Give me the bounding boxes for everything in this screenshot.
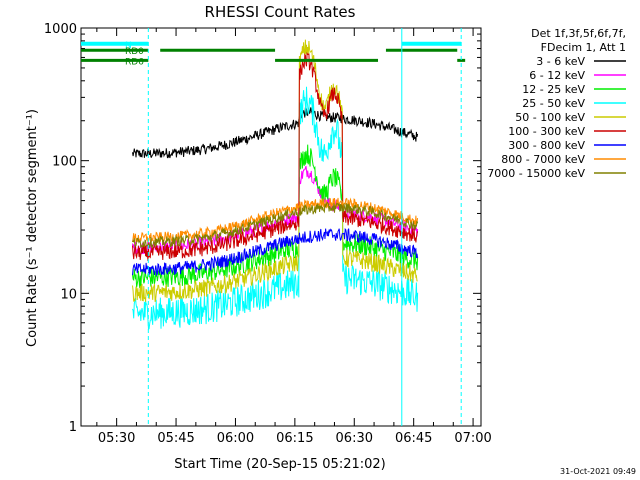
x-tick-label: 06:30 [336,431,373,446]
legend-entry: 7000 - 15000 keV [487,167,585,180]
legend-header: Det 1f,3f,5f,6f,7f, [531,27,626,40]
series-line [132,227,419,277]
x-tick-label: 05:30 [98,431,135,446]
flag-segment-label: RD6 [125,57,144,67]
series-layer [132,39,419,331]
legend-entry: 100 - 300 keV [508,125,585,138]
x-axis-label: Start Time (20-Sep-15 05:21:02) [174,457,385,472]
y-tick-label: 1000 [44,22,77,37]
y-axis-label: Count Rate (s⁻¹ detector segment⁻¹) [25,109,40,347]
series-line [132,107,419,159]
chart-title: RHESSI Count Rates [205,3,356,21]
x-ticks: 05:30 05:45 06:00 06:15 06:30 06:45 07:00 [96,28,492,446]
legend-header: FDecim 1, Att 1 [541,41,626,54]
y-tick-label: 100 [52,155,77,170]
legend-entry: 50 - 100 keV [515,111,585,124]
legend-entry: 300 - 800 keV [508,139,585,152]
x-tick-label: 07:00 [454,431,491,446]
x-tick-label: 06:15 [276,431,313,446]
series-line [132,86,419,331]
marker-layer [147,28,462,426]
y-ticks: 1 10 100 1000 [44,22,481,435]
legend-entry: 6 - 12 keV [529,69,585,82]
legend-entry: 3 - 6 keV [536,55,585,68]
x-tick-label: 05:45 [157,431,194,446]
x-tick-label: 06:45 [395,431,432,446]
series-line [132,51,419,261]
legend-entry: 800 - 7000 keV [501,153,585,166]
series-line [132,39,418,303]
plot-frame [80,27,482,427]
legend-entry: 12 - 25 keV [522,83,585,96]
attenuator-segment-label: N [125,41,132,51]
series-line [132,201,419,249]
y-tick-label: 10 [60,287,77,302]
x-tick-label: 06:00 [217,431,254,446]
legend: Det 1f,3f,5f,6f,7f,FDecim 1, Att 13 - 6 … [487,27,626,180]
y-tick-label: 1 [69,420,77,435]
flag-segment-label: RD0 [125,47,144,57]
legend-entry: 25 - 50 keV [522,97,585,110]
generated-timestamp: 31-Oct-2021 09:49 [560,467,636,476]
